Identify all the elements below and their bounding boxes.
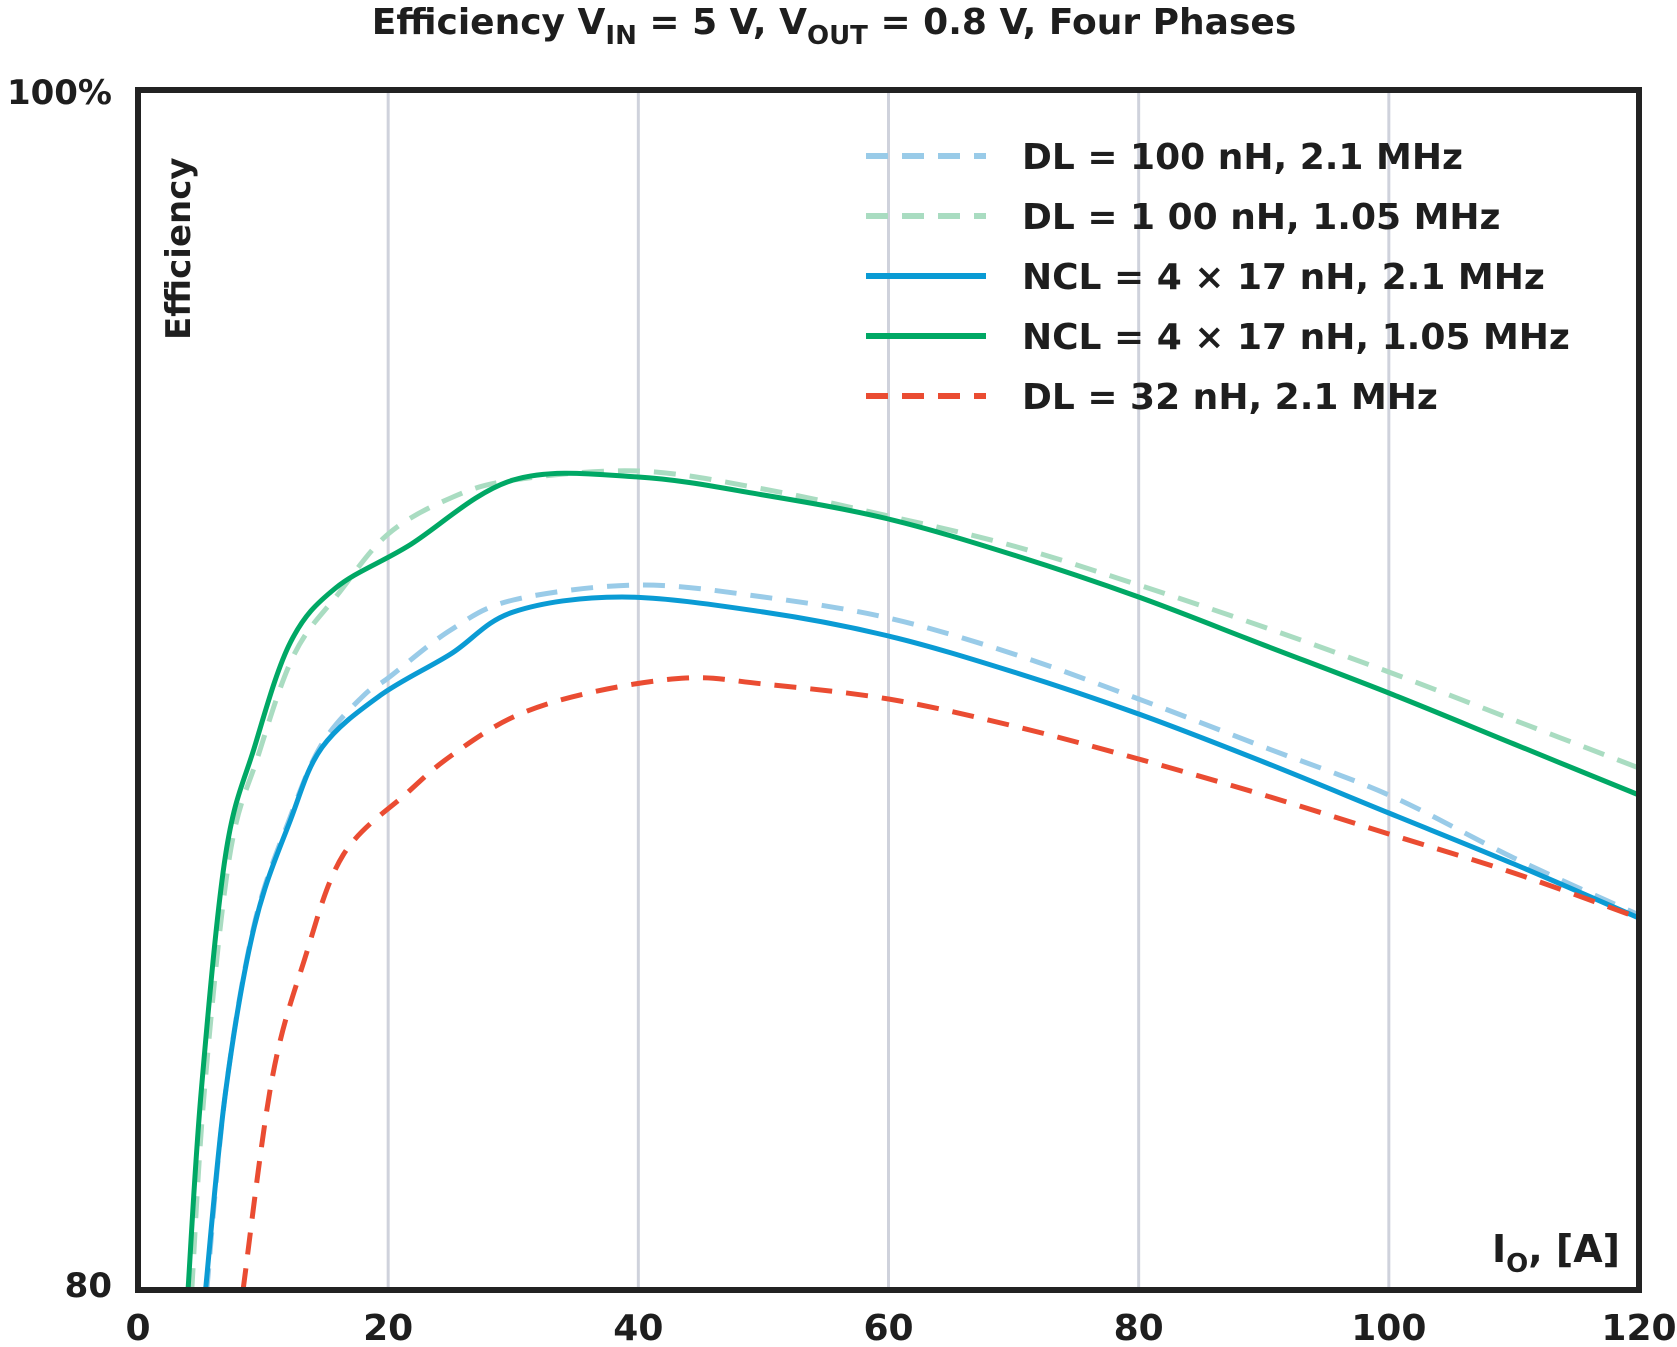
x-axis-label: IO, [A]	[1492, 1227, 1620, 1279]
grid-lines	[386, 90, 1391, 1290]
plot-frame	[135, 87, 1642, 1293]
series-line-1	[189, 468, 1640, 1291]
legend-label: DL = 100 nH, 2.1 MHz	[1022, 137, 1463, 178]
x-tick-label: 60	[863, 1308, 913, 1347]
series-line-3	[185, 470, 1640, 1291]
x-tick-label: 100	[1351, 1308, 1426, 1347]
y-tick-label-bottom: 80	[65, 1266, 112, 1306]
x-tick-label: 120	[1601, 1308, 1676, 1347]
legend: DL = 100 nH, 2.1 MHz DL = 1 00 nH, 1.05 M…	[866, 137, 1570, 418]
series-line-4	[240, 675, 1640, 1291]
y-axis-label: Efficiency	[159, 157, 199, 340]
legend-label: NCL = 4 × 17 nH, 1.05 MHz	[1022, 317, 1570, 358]
chart-title: Efficiency VIN = 5 V, VOUT = 0.8 V, Four…	[372, 2, 1297, 51]
legend-label: NCL = 4 × 17 nH, 2.1 MHz	[1022, 257, 1545, 298]
series-lines	[185, 468, 1641, 1291]
x-tick-label: 20	[363, 1308, 413, 1347]
series-line-0	[204, 582, 1641, 1291]
y-tick-label-top: 100%	[7, 73, 112, 113]
series-line-2	[203, 594, 1640, 1291]
x-tick-label: 80	[1114, 1308, 1164, 1347]
legend-label: DL = 32 nH, 2.1 MHz	[1022, 377, 1438, 418]
x-tick-label: 0	[125, 1308, 150, 1347]
x-tick-label: 40	[613, 1308, 663, 1347]
legend-label: DL = 1 00 nH, 1.05 MHz	[1022, 197, 1501, 238]
x-tick-labels: 0 20 40 60 80 100 120	[125, 1308, 1676, 1347]
